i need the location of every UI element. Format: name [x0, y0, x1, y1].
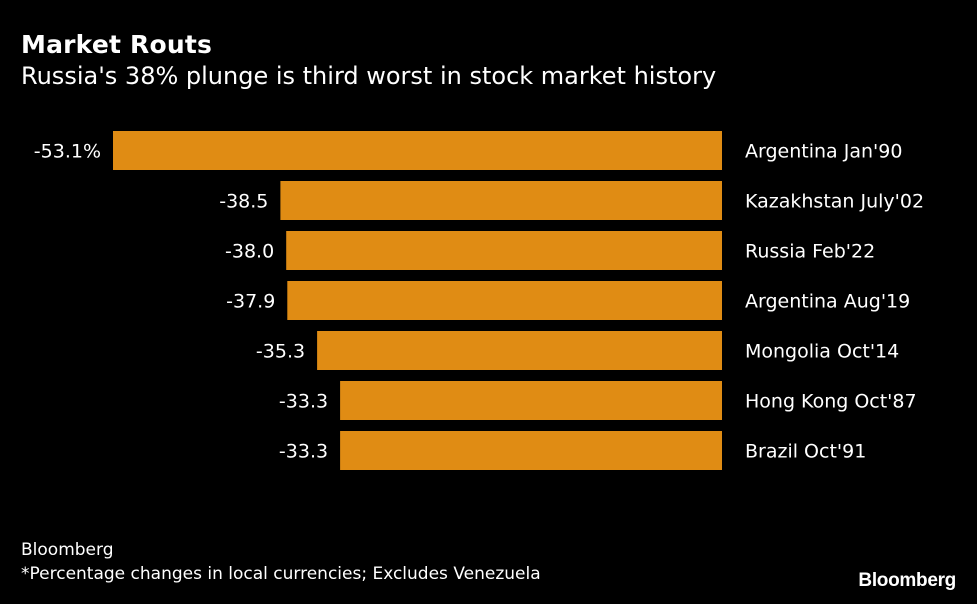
category-label: Argentina Aug'19	[745, 291, 910, 313]
bar	[113, 131, 722, 170]
bar	[280, 181, 722, 220]
source-label: Bloomberg	[21, 540, 114, 560]
bar	[317, 331, 722, 370]
value-label: -38.5	[219, 191, 268, 213]
value-label: -53.1%	[34, 141, 101, 163]
chart-title: Market Routs	[21, 30, 213, 59]
category-label: Argentina Jan'90	[745, 141, 902, 163]
chart-subtitle: Russia's 38% plunge is third worst in st…	[21, 62, 717, 90]
value-label: -33.3	[279, 391, 328, 413]
value-label: -38.0	[225, 241, 274, 263]
footnote: *Percentage changes in local currencies;…	[21, 564, 541, 584]
bar	[287, 281, 722, 320]
category-label: Mongolia Oct'14	[745, 341, 899, 363]
value-label: -33.3	[279, 441, 328, 463]
category-label: Russia Feb'22	[745, 241, 875, 263]
category-label: Kazakhstan July'02	[745, 191, 924, 213]
value-label: -37.9	[226, 291, 275, 313]
bar	[340, 431, 722, 470]
category-label: Brazil Oct'91	[745, 441, 866, 463]
value-label: -35.3	[256, 341, 305, 363]
bar	[340, 381, 722, 420]
category-label: Hong Kong Oct'87	[745, 391, 917, 413]
bar	[286, 231, 722, 270]
bloomberg-logo: Bloomberg	[858, 570, 956, 591]
